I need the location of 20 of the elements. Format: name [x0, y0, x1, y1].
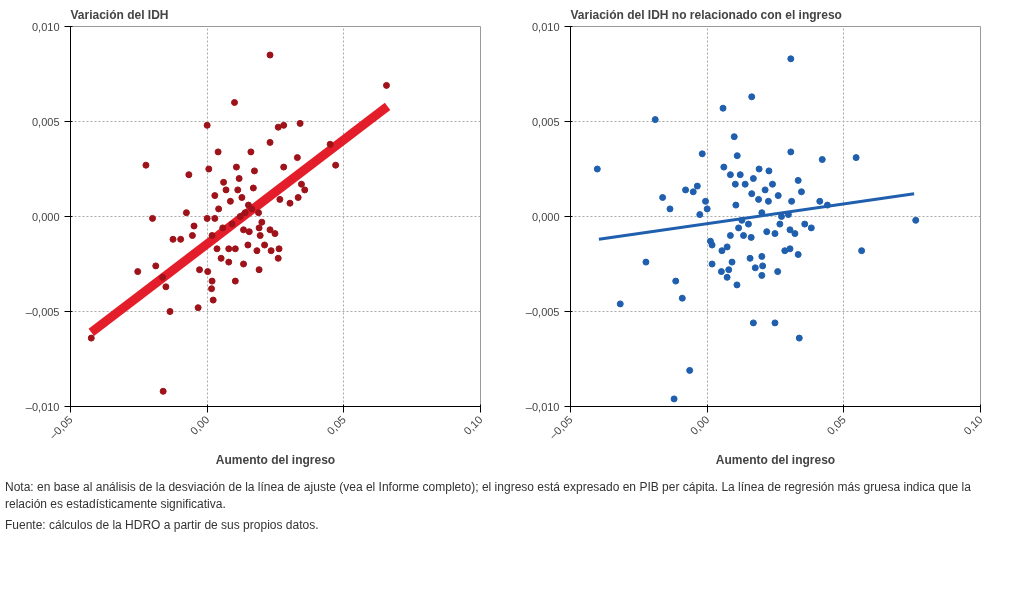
y-tick-label: 0,000 [31, 210, 60, 223]
y-tick-label: –0,010 [525, 400, 560, 413]
x-tick-label: 0,10 [461, 413, 485, 437]
y-tick-label: 0,005 [31, 115, 60, 128]
x-tick-label: 0,10 [961, 413, 985, 437]
chart-title: Variación del IDH [70, 7, 169, 22]
y-tick-label: –0,005 [25, 305, 60, 318]
x-axis-title: Aumento del ingreso [715, 453, 836, 468]
y-tick-label: 0,000 [531, 210, 560, 223]
y-tick-label: 0,010 [531, 20, 560, 33]
y-tick-label: –0,010 [25, 400, 60, 413]
y-tick-label: 0,010 [31, 20, 60, 33]
y-tick-label: 0,005 [531, 115, 560, 128]
x-tick-label: 0,05 [324, 413, 349, 437]
source-note: Fuente: cálculos de la HDRO a partir de sus propios datos. [5, 517, 320, 535]
text: Nota: en base al análisis de la desviación de la línea de ajuste (vea el Informe completo); el ingreso está expresado en PIB per cápita. La línea de regresión más gruesa indica que la relación es estadísticamente significativa. [5, 479, 972, 514]
y-tick-label: –0,005 [525, 305, 560, 318]
x-tick-label: 0,05 [824, 413, 849, 437]
chart-title: Variación del IDH no relacionado con el ingreso [570, 7, 842, 22]
x-axis-title: Aumento del ingreso [215, 453, 336, 468]
